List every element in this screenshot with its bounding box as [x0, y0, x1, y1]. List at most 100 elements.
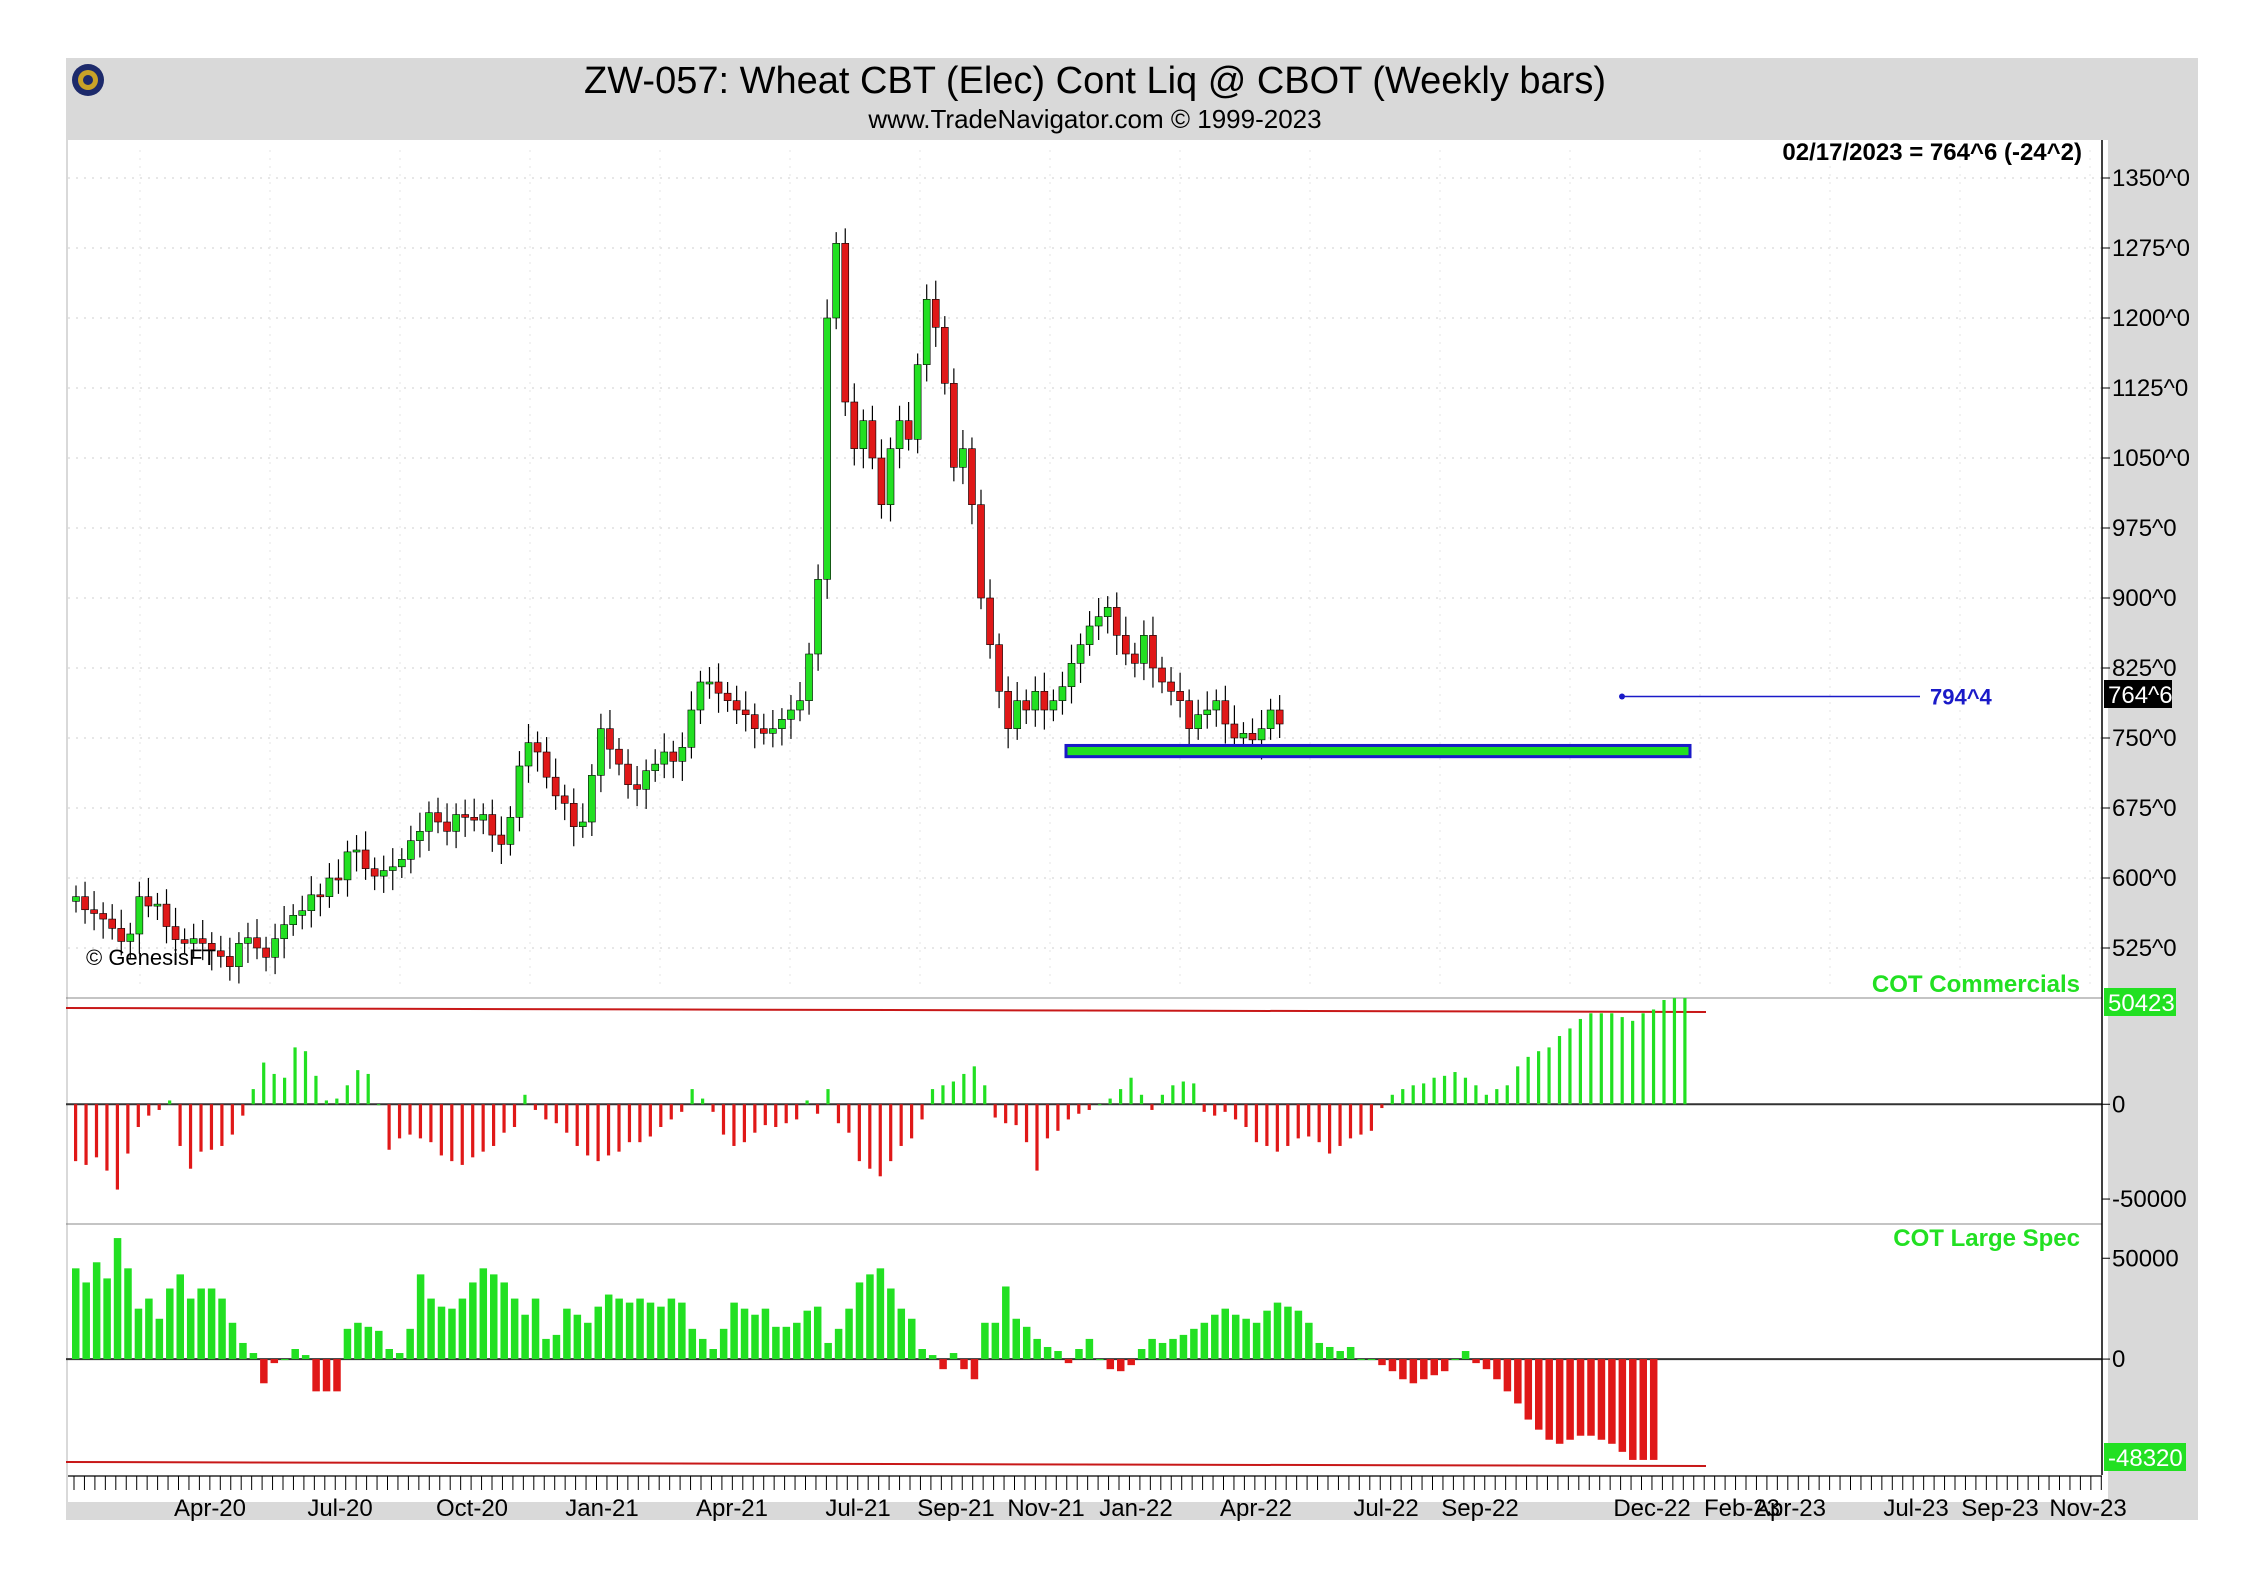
cot-commercials-bar: [136, 1104, 140, 1128]
candle-down: [207, 943, 216, 952]
cot-large-spec-bar: [949, 1353, 958, 1360]
cot-large-spec-bar: [343, 1328, 352, 1360]
candle-down: [497, 834, 506, 845]
x-tick-label: Sep-21: [917, 1495, 994, 1522]
candle-down: [977, 504, 985, 599]
candle-up: [832, 243, 841, 319]
cot-large-spec-bar: [939, 1359, 947, 1370]
candle-down: [1167, 681, 1175, 692]
cot-large-spec-bar: [1535, 1359, 1543, 1430]
cot-commercials-bar: [648, 1104, 652, 1137]
cot-large-spec-bar: [124, 1268, 132, 1360]
cot-large-spec-bar: [1440, 1359, 1449, 1372]
cot-commercials-bar: [993, 1104, 997, 1118]
cot-large-spec-bar: [385, 1349, 393, 1360]
cot-large-spec-bar: [563, 1308, 571, 1360]
cot-large-spec-bar: [375, 1330, 383, 1360]
cot-commercials-bar: [690, 1089, 694, 1105]
cot-commercials-bar: [1422, 1083, 1426, 1105]
cot-large-spec-bar: [458, 1298, 467, 1360]
cot-large-spec-bar: [1263, 1310, 1271, 1360]
cot-large-spec-bar: [406, 1328, 414, 1360]
cot-large-spec-bar: [730, 1302, 738, 1360]
cot-commercials-bar: [1098, 1104, 1102, 1106]
cot-commercials-bar: [951, 1081, 955, 1105]
cot-commercials-bar: [1453, 1072, 1457, 1105]
cot-large-spec-bar: [1022, 1326, 1031, 1360]
cot-commercials-bar: [962, 1073, 966, 1105]
candle-down: [850, 401, 859, 449]
cot-commercials-bar: [1223, 1104, 1227, 1112]
x-tick-label: Jul-21: [825, 1495, 890, 1522]
price-tick-label: 675^0: [2112, 795, 2177, 822]
cot-commercials-bar: [1066, 1104, 1070, 1120]
candle-up: [1212, 700, 1221, 711]
cot-large-spec-bar: [584, 1322, 592, 1360]
cot-commercials-bar: [742, 1104, 746, 1143]
candle-up: [506, 817, 515, 845]
cot-commercials-title: COT Commercials: [1872, 971, 2080, 998]
cot-large-spec-bar: [72, 1268, 80, 1360]
cot-large-spec-bar: [1012, 1318, 1020, 1360]
cot-commercials-bar: [1275, 1104, 1279, 1152]
candle-up: [651, 763, 660, 771]
cot-commercials-bar: [617, 1104, 621, 1152]
candle-up: [1266, 709, 1275, 729]
cot-commercials-bar: [1474, 1085, 1478, 1105]
cot-large-spec-title: COT Large Spec: [1893, 1225, 2080, 1252]
cot-large-spec-bar: [1545, 1359, 1553, 1440]
cot-large-spec-bar: [1326, 1346, 1334, 1360]
cot-large-spec-bar: [615, 1298, 623, 1360]
cot-large-spec-bar: [573, 1314, 582, 1360]
cot-large-spec-bar: [1555, 1359, 1564, 1444]
candle-up: [1085, 625, 1094, 645]
cot-commercials-bar: [1139, 1094, 1144, 1105]
candle-down: [253, 937, 261, 949]
cot-commercials-bar: [836, 1104, 841, 1124]
price-tick-label: 1350^0: [2112, 165, 2190, 192]
cot-large-spec-bar: [1618, 1359, 1627, 1452]
cot-large-spec-bar: [207, 1288, 216, 1360]
cot-large-spec-bar: [1096, 1359, 1104, 1361]
cot-large-spec-bar: [991, 1322, 1000, 1360]
cot-large-spec-bar: [1200, 1322, 1209, 1360]
cot-commercials-bar: [1599, 1013, 1603, 1105]
price-tick-label: 1050^0: [2112, 445, 2190, 472]
candle-down: [868, 420, 877, 459]
cot-commercials-bar: [1495, 1089, 1499, 1105]
cot-large-spec-bar: [1085, 1338, 1094, 1360]
cot-commercials-bar: [523, 1094, 527, 1105]
candle-up: [1031, 691, 1040, 711]
price-tick-label: 900^0: [2112, 585, 2177, 612]
cot-commercials-bar: [157, 1104, 161, 1110]
cot-large-spec-bar: [970, 1359, 979, 1380]
cot-commercials-bar: [1233, 1104, 1238, 1120]
cot-large-spec-bar: [1514, 1359, 1522, 1404]
cot-large-spec-bar: [855, 1282, 864, 1360]
candle-up: [1076, 644, 1085, 664]
cot-large-spec-bar: [1420, 1359, 1428, 1380]
candle-down: [741, 709, 750, 715]
candle-up: [425, 812, 433, 832]
cot-commercials-bar: [784, 1104, 788, 1124]
candle-down: [950, 383, 958, 468]
cot-large-spec-bar: [1148, 1338, 1156, 1360]
cot-large-spec-bar: [1587, 1359, 1595, 1436]
cot-commercials-bar: [1631, 1020, 1635, 1105]
candle-down: [171, 926, 180, 940]
cot-commercials-bar: [920, 1104, 924, 1120]
cot-large-spec-bar: [437, 1306, 446, 1360]
cot-commercials-bar: [889, 1104, 893, 1162]
candle-down: [180, 939, 189, 944]
candle-up: [895, 420, 904, 449]
cot-large-spec-bar: [1002, 1286, 1010, 1360]
candle-down: [117, 928, 126, 942]
cot-commercials-bar: [105, 1104, 109, 1171]
candle-down: [1131, 653, 1139, 664]
cot-large-spec-bar: [197, 1288, 205, 1360]
cot-commercials-bar: [586, 1104, 590, 1156]
cot-large-spec-bar: [354, 1322, 362, 1360]
candle-up: [325, 877, 334, 897]
price-tick-label: 975^0: [2112, 515, 2177, 542]
candle-down: [1248, 733, 1257, 741]
